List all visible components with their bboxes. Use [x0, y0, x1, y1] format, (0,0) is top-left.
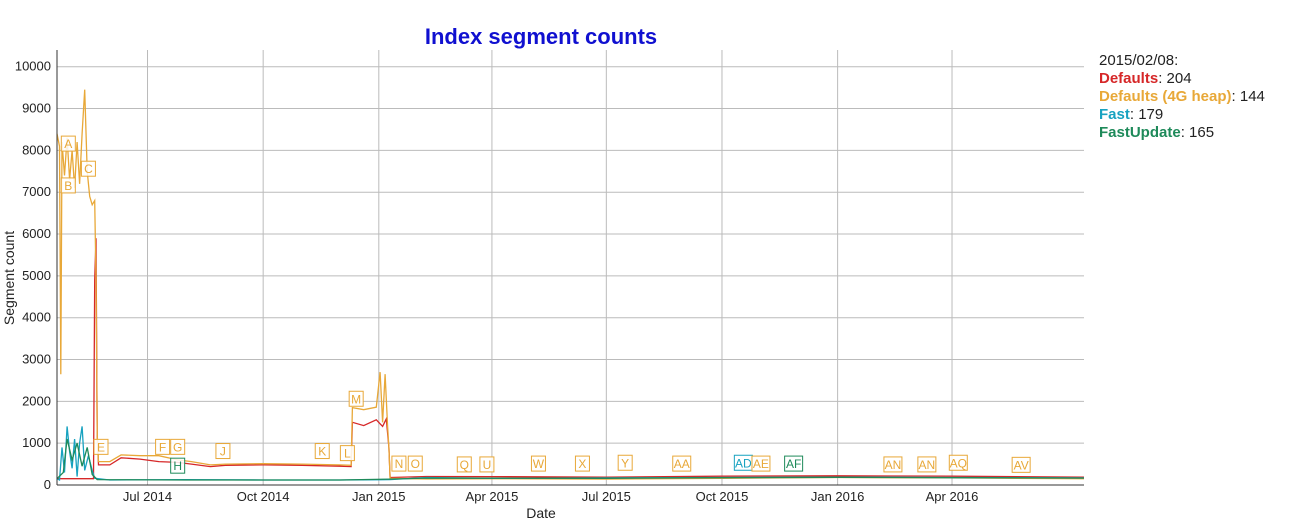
annotation-label: J	[220, 445, 226, 459]
series-layer	[56, 89, 1085, 482]
x-tick-label: Apr 2015	[466, 489, 519, 504]
annotation-box	[93, 438, 109, 455]
annotation-label: C	[84, 162, 93, 176]
annotation-box	[348, 390, 364, 407]
annotation-box	[530, 455, 546, 472]
annotation-label: Y	[621, 456, 629, 470]
annotation-box	[751, 455, 771, 472]
annotation-label: U	[483, 458, 492, 472]
annotation-layer: A BC E F GH J K L M N O Q U W X Y AA AD AE AF AN AN AQ AV	[60, 135, 1031, 474]
y-tick-label: 5000	[22, 268, 51, 283]
legend-series-name: Fast	[1099, 106, 1130, 123]
annotation-box	[574, 455, 590, 472]
annotation-label: AF	[786, 457, 801, 471]
y-tick-label: 10000	[15, 59, 51, 74]
y-tick-label: 7000	[22, 184, 51, 199]
annotation-box	[1011, 456, 1031, 473]
annotation-label: X	[578, 457, 586, 471]
legend-series-value: 165	[1189, 124, 1215, 141]
annotation-label: E	[97, 440, 105, 454]
annotation-box	[617, 454, 633, 471]
series-line-fastupdate	[56, 438, 1085, 481]
grid	[57, 50, 1084, 486]
chart-title: Index segment counts	[425, 24, 657, 49]
x-tick-label: Jul 2015	[582, 489, 631, 504]
legend-row-fast: Fast: 179	[1099, 106, 1164, 123]
annotation-label: B	[64, 179, 72, 193]
annotation-box	[407, 455, 423, 472]
annotation-label: O	[411, 457, 420, 471]
y-tick-label: 1000	[22, 435, 51, 450]
annotation-label: AE	[753, 457, 769, 471]
annotation-label: AV	[1014, 458, 1029, 472]
annotation-box	[339, 445, 355, 462]
annotation-label: K	[318, 445, 326, 459]
x-axis-title: Date	[526, 505, 556, 521]
legend-row-defaults: Defaults: 204	[1099, 70, 1192, 87]
annotation-label: AA	[674, 457, 690, 471]
axes: 0 1000 2000 3000 4000 5000 6000 7000 8000 9000 100…	[15, 50, 1084, 504]
annotation-box	[479, 456, 495, 473]
legend-date: 2015/02/08:	[1099, 52, 1179, 69]
annotation-label: W	[533, 457, 545, 471]
x-tick-label: Apr 2016	[926, 489, 979, 504]
legend-series-name: FastUpdate	[1099, 124, 1181, 141]
annotation-label: AQ	[950, 456, 967, 470]
annotation-box	[60, 177, 76, 194]
annotation-box	[948, 454, 968, 471]
annotation-label: A	[64, 137, 72, 151]
annotation-label: Q	[460, 458, 469, 472]
annotation-label: AN	[919, 458, 936, 472]
y-tick-label: 9000	[22, 101, 51, 116]
annotation-box	[391, 455, 407, 472]
series-line-defaults-4g-heap	[56, 89, 1085, 480]
series-line-defaults	[57, 238, 1085, 480]
annotation-label: M	[351, 392, 361, 406]
annotation-box	[170, 438, 186, 455]
y-axis-title: Segment count	[1, 231, 17, 325]
annotation-label: L	[344, 447, 351, 461]
annotation-box	[672, 455, 692, 472]
legend-series-value: 179	[1138, 106, 1164, 123]
legend: 2015/02/08: Defaults: 204 Defaults (4G h…	[1099, 52, 1265, 142]
legend-row-fastupdate: FastUpdate: 165	[1099, 124, 1215, 141]
legend-series-value: 144	[1239, 88, 1265, 105]
legend-series-name: Defaults (4G heap)	[1099, 88, 1232, 105]
annotation-box	[170, 457, 186, 474]
x-tick-label: Jan 2015	[352, 489, 406, 504]
legend-series-name: Defaults	[1099, 70, 1159, 87]
y-tick-label: 2000	[22, 393, 51, 408]
y-tick-label: 3000	[22, 352, 51, 367]
legend-series-value: 204	[1166, 70, 1192, 87]
x-tick-label: Oct 2014	[237, 489, 290, 504]
annotation-label: AD	[735, 456, 752, 470]
annotation-label: N	[395, 457, 404, 471]
annotation-label: AN	[885, 458, 902, 472]
annotation-box	[784, 455, 804, 472]
x-tick-label: Jul 2014	[123, 489, 172, 504]
annotation-box	[917, 456, 937, 473]
annotation-box	[883, 456, 903, 473]
annotation-label: G	[173, 440, 182, 454]
annotation-box	[314, 443, 330, 460]
annotation-box	[60, 135, 76, 152]
x-tick-label: Oct 2015	[696, 489, 749, 504]
annotation-box	[155, 438, 171, 455]
annotation-label: F	[159, 440, 166, 454]
annotation-box	[80, 160, 96, 177]
y-tick-label: 4000	[22, 310, 51, 325]
annotation-label: H	[173, 459, 182, 473]
legend-row-defaults-4g-heap: Defaults (4G heap): 144	[1099, 88, 1265, 105]
annotation-box	[215, 443, 231, 460]
y-tick-label: 6000	[22, 226, 51, 241]
y-tick-label: 8000	[22, 142, 51, 157]
x-tick-label: Jan 2016	[811, 489, 865, 504]
annotation-box	[456, 456, 472, 473]
y-tick-label: 0	[44, 477, 51, 492]
